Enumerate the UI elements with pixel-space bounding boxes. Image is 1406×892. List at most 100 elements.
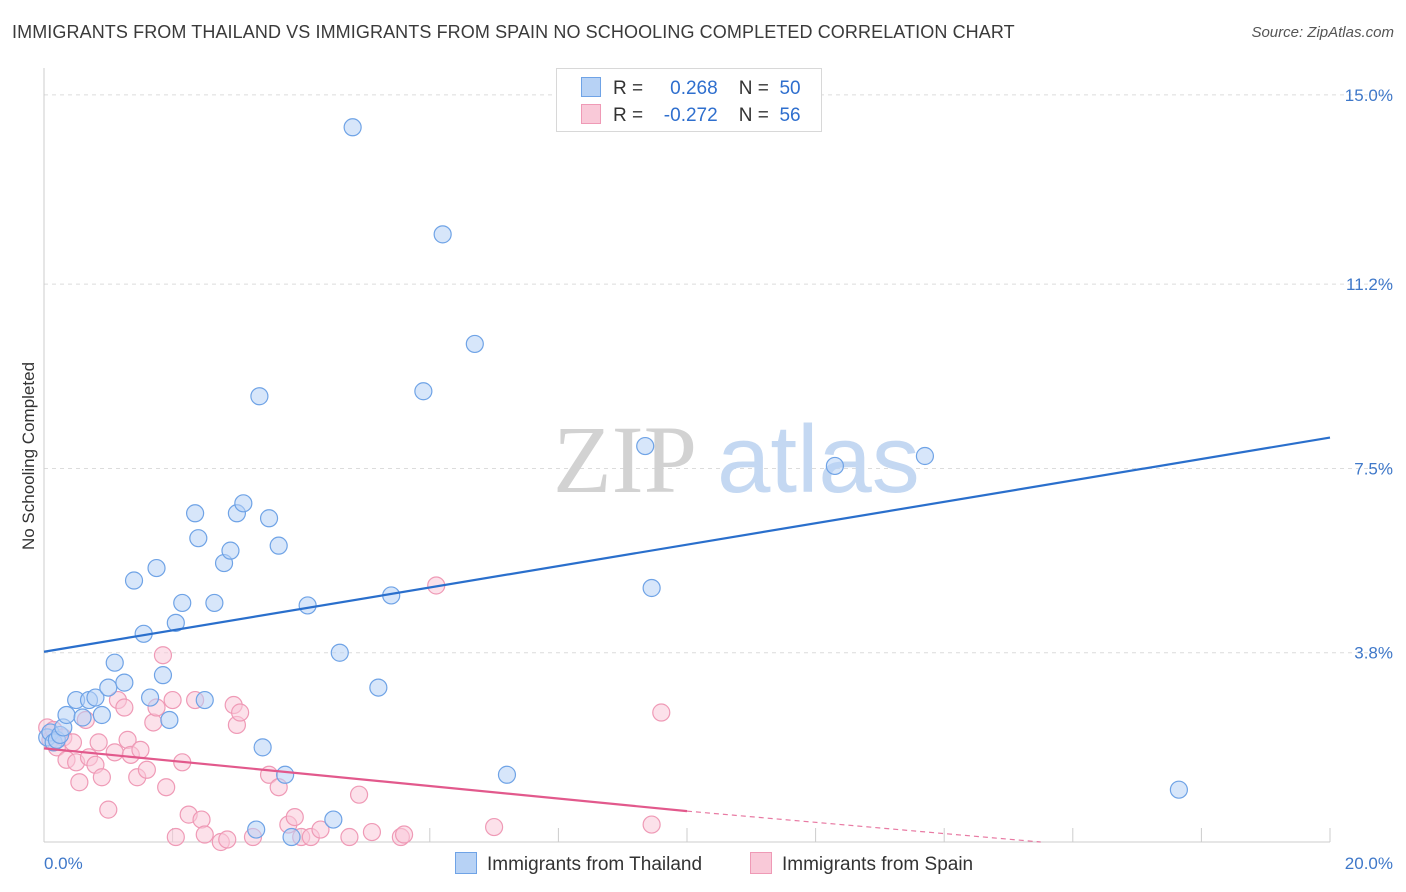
data-point-spain [70, 773, 89, 792]
data-point-thailand [465, 334, 484, 354]
grid-lines [44, 94, 1393, 654]
data-point-spain [218, 830, 237, 849]
data-point-thailand [115, 673, 134, 692]
data-point-thailand [92, 705, 111, 725]
data-point-spain [349, 785, 369, 804]
data-point-thailand [57, 705, 76, 725]
data-point-thailand [1169, 780, 1188, 799]
data-point-thailand [269, 536, 288, 555]
legend-r-value-spain: -0.272 [663, 105, 718, 126]
data-point-spain [362, 822, 382, 842]
data-point-thailand [369, 678, 388, 697]
x-tick-label: 20.0% [1345, 854, 1393, 873]
data-point-spain [144, 713, 163, 732]
data-point-thailand [276, 765, 295, 784]
data-point-thailand [282, 827, 301, 847]
trend-line-spain [43, 747, 688, 813]
data-point-spain [285, 807, 304, 827]
watermark-zip: ZIP [553, 406, 697, 513]
data-point-thailand [324, 810, 343, 829]
legend-r-label: R = [613, 105, 644, 126]
bottom-legend-spain: Immigrants from Spain [750, 852, 973, 876]
data-point-thailand [642, 578, 661, 598]
data-point-spain [115, 698, 134, 717]
bottom-legend-thailand: Immigrants from Thailand [455, 852, 702, 876]
series-spain-points [38, 576, 671, 852]
data-point-spain [192, 810, 211, 829]
data-point-spain [163, 690, 182, 710]
data-point-thailand [250, 387, 269, 406]
bottom-legend-swatch-spain [750, 852, 772, 874]
data-point-thailand [433, 225, 452, 244]
data-point-thailand [186, 504, 205, 523]
watermark: ZIP atlas [553, 406, 920, 513]
trend-line-thailand [43, 436, 1331, 653]
source-label: Source: ZipAtlas.com [1251, 24, 1394, 41]
data-point-thailand [234, 494, 253, 513]
data-point-thailand [173, 593, 192, 613]
data-point-thailand [105, 653, 124, 672]
data-point-spain [485, 817, 504, 837]
legend-n-label: N = [738, 78, 769, 99]
data-point-thailand [343, 118, 362, 137]
data-point-thailand [915, 446, 935, 466]
data-point-thailand [140, 688, 160, 707]
data-point-thailand [497, 765, 517, 784]
watermark-atlas: atlas [717, 406, 920, 513]
bottom-legend-label-spain: Immigrants from Spain [782, 854, 974, 875]
legend-row-thailand: R = 0.268 N = 50 [581, 77, 801, 99]
data-point-spain [652, 703, 671, 722]
data-point-thailand [221, 541, 240, 560]
data-point-thailand [160, 710, 179, 730]
data-point-spain [166, 827, 185, 847]
x-tick-label: 0.0% [44, 854, 83, 873]
data-point-thailand [124, 571, 144, 590]
correlation-legend: R = 0.268 N = 50 R = -0.272 N = 56 [556, 68, 822, 132]
data-point-thailand [195, 690, 214, 710]
data-point-thailand [330, 643, 349, 662]
bottom-legend-swatch-thailand [455, 852, 477, 874]
data-point-spain [89, 733, 108, 752]
data-point-thailand [153, 666, 173, 685]
data-point-spain [394, 825, 414, 844]
data-point-thailand [253, 738, 272, 757]
data-point-spain [99, 800, 118, 819]
data-point-spain [131, 740, 150, 759]
data-point-spain [231, 703, 250, 722]
data-point-spain [311, 820, 330, 839]
data-point-spain [642, 815, 661, 834]
data-point-spain [153, 646, 173, 665]
chart-title: IMMIGRANTS FROM THAILAND VS IMMIGRANTS F… [12, 22, 1015, 42]
data-point-spain [195, 825, 214, 844]
legend-n-value-spain: 56 [779, 105, 801, 126]
data-point-thailand [259, 509, 279, 528]
y-tick-label: 3.8% [1354, 644, 1393, 663]
data-point-spain [105, 743, 124, 762]
data-point-thailand [825, 456, 844, 476]
data-point-spain [92, 768, 111, 787]
trend-lines [43, 436, 1331, 843]
data-point-thailand [189, 529, 208, 548]
data-point-thailand [166, 613, 185, 632]
data-point-thailand [636, 436, 655, 456]
y-tick-label: 7.5% [1354, 459, 1393, 478]
bottom-legend-label-thailand: Immigrants from Thailand [487, 854, 703, 875]
legend-n-label: N = [738, 105, 769, 126]
data-point-thailand [73, 708, 92, 727]
legend-swatch-thailand [581, 77, 601, 97]
data-point-thailand [86, 688, 105, 707]
tick-labels: 3.8% 7.5% 11.2% 15.0% 0.0% 20.0% [44, 86, 1393, 873]
data-point-spain [137, 760, 156, 779]
data-point-spain [157, 778, 176, 797]
legend-n-value-thailand: 50 [779, 78, 801, 99]
data-point-thailand [414, 382, 433, 401]
data-point-spain [340, 827, 359, 847]
y-axis-label: No Schooling Completed [19, 362, 38, 550]
legend-swatch-spain [581, 104, 601, 124]
trend-line-spain-extension [686, 810, 1041, 843]
y-tick-label: 15.0% [1345, 86, 1393, 105]
legend-r-value-thailand: 0.268 [670, 78, 718, 99]
legend-r-label: R = [613, 78, 644, 99]
data-point-thailand [205, 593, 224, 613]
